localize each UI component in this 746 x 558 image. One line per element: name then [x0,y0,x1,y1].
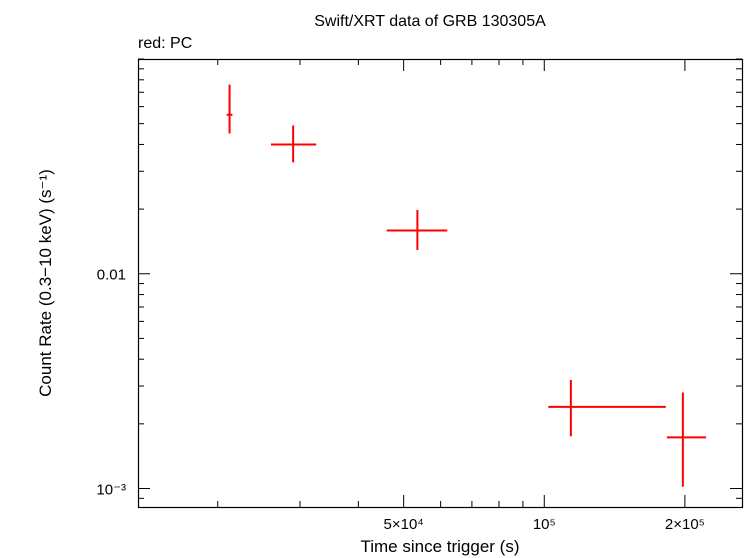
x-tick-label: 2×10⁵ [665,516,705,533]
x-tick-label: 10⁵ [533,516,556,533]
data-point [270,125,317,163]
axis-ticks [138,58,742,507]
y-axis-label: Count Rate (0.3−10 keV) (s⁻¹) [36,169,55,397]
chart-subtitle: red: PC [138,35,192,52]
y-tick-label: 0.01 [97,267,126,284]
data-point [386,210,448,250]
data-point [666,392,707,487]
y-tick-label: 10⁻³ [96,481,126,498]
tick-labels: 5×10⁴ 10⁵ 2×10⁵ 0.01 10⁻³ [96,267,705,533]
chart-title: Swift/XRT data of GRB 130305A [314,13,546,30]
x-tick-label: 5×10⁴ [384,516,424,533]
data-points [226,84,707,487]
data-point [226,84,233,134]
data-point [548,380,666,437]
x-axis-label: Time since trigger (s) [360,537,519,556]
